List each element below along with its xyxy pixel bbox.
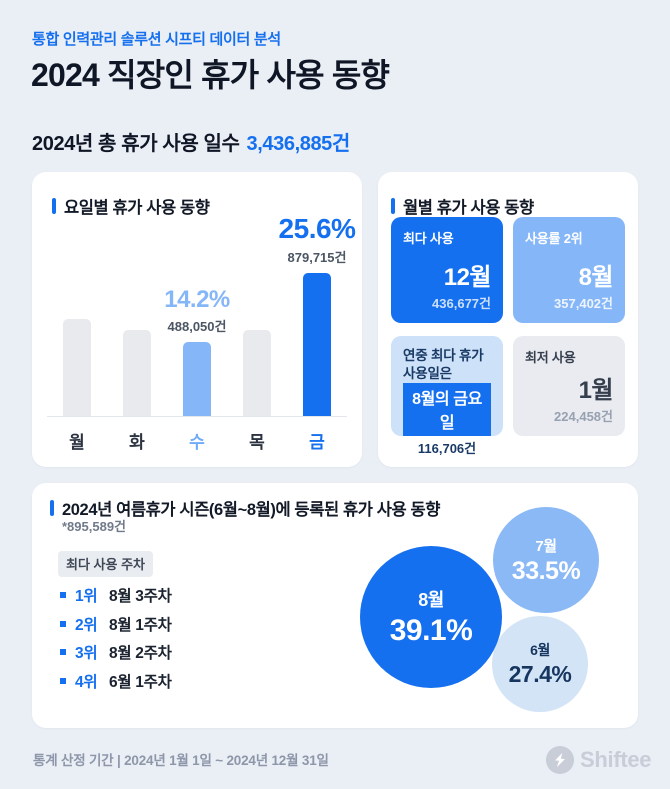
- bar-percent-label: 25.6%: [278, 213, 356, 244]
- bar-wed: [183, 342, 211, 416]
- total-usage-label: 2024년 총 휴가 사용 일수: [32, 133, 240, 155]
- header-tagline: 통합 인력관리 솔루션 시프티 데이터 분석: [32, 31, 281, 48]
- rank-label: 6월 1주차: [109, 673, 172, 691]
- rank-label: 8월 3주차: [109, 588, 172, 606]
- monthly-card-title: 월별 휴가 사용 동향: [391, 194, 534, 218]
- tile-label: 사용률 2위: [525, 231, 583, 246]
- weekday-bar-chart: 14.2% 488,050건 25.6% 879,715건 월 화 수 목 금: [47, 213, 356, 453]
- bar-axis-label-fri: 금: [309, 433, 325, 452]
- bullet-icon: [60, 677, 66, 684]
- bar-fri: [303, 273, 331, 416]
- bubble-percent: 27.4%: [508, 661, 572, 687]
- tile-label: 최다 사용: [403, 231, 454, 246]
- monthly-card-title-text: 월별 휴가 사용 동향: [403, 199, 534, 217]
- bubble-july: 7월 33.5%: [493, 507, 599, 613]
- bullet-icon: [60, 620, 66, 627]
- summer-total-note: *895,589건: [62, 519, 127, 534]
- bubble-percent: 33.5%: [511, 556, 581, 585]
- tile-label-line2: 사용일은: [403, 366, 452, 382]
- tile-count: 116,706건: [417, 441, 477, 457]
- title-accent-bar: [50, 500, 54, 516]
- bullet-icon: [60, 592, 66, 599]
- tile-label-line1: 연중 최다 휴가: [403, 348, 484, 363]
- rank-number: 1위: [75, 588, 98, 606]
- rank-label: 8월 2주차: [109, 645, 172, 663]
- monthly-tiles: 최다 사용 12월 436,677건 사용률 2위 8월 357,402건 연중…: [391, 217, 625, 456]
- tile-label: 최저 사용: [525, 350, 576, 365]
- bubble-percent: 39.1%: [389, 614, 473, 647]
- bar-thu: [243, 330, 271, 416]
- top-weeks-badge: 최다 사용 주차: [58, 551, 153, 577]
- rank-row-4: 4위 6월 1주차: [60, 667, 172, 696]
- highlighted-day: 8월의 금요일: [403, 383, 491, 437]
- tile-top-vacation-day: 연중 최다 휴가 사용일은 8월의 금요일 116,706건: [391, 336, 503, 456]
- tile-label: 연중 최다 휴가 사용일은: [403, 347, 491, 383]
- bullet-icon: [60, 649, 66, 656]
- bar-count-label: 488,050건: [167, 319, 227, 334]
- bar-axis-label-thu: 목: [249, 433, 265, 452]
- title-accent-bar: [52, 198, 56, 214]
- tile-min-usage: 최저 사용 1월 224,458건: [513, 336, 625, 436]
- lightning-bolt-icon: [546, 746, 574, 774]
- total-usage-line: 2024년 총 휴가 사용 일수 3,436,885건: [32, 127, 350, 156]
- bubble-month: 7월: [535, 537, 557, 555]
- bar-annotation-fri: 25.6% 879,715건: [279, 213, 356, 266]
- bubble-june: 6월 27.4%: [492, 616, 588, 712]
- tile-value: 8월: [578, 264, 614, 291]
- highlight-wrap: 8월의 금요일 116,706건: [403, 383, 491, 457]
- weekday-bar-columns: 14.2% 488,050건 25.6% 879,715건: [47, 213, 356, 417]
- weekday-card-title-text: 요일별 휴가 사용 동향: [64, 199, 210, 217]
- summer-season-card: 2024년 여름휴가 시즌(6월~8월)에 등록된 휴가 사용 동향 *895,…: [32, 483, 638, 728]
- summer-card-title: 2024년 여름휴가 시즌(6월~8월)에 등록된 휴가 사용 동향: [50, 496, 440, 520]
- rank-row-1: 1위 8월 3주차: [60, 581, 172, 610]
- weekday-card-title: 요일별 휴가 사용 동향: [52, 194, 210, 218]
- bubble-august: 8월 39.1%: [360, 546, 502, 688]
- tile-count: 224,458건: [554, 409, 613, 424]
- bar-axis-label-wed: 수: [189, 433, 205, 452]
- bar-column-fri: 25.6% 879,715건: [279, 213, 356, 416]
- summer-card-title-text: 2024년 여름휴가 시즌(6월~8월)에 등록된 휴가 사용 동향: [62, 501, 441, 519]
- bubble-month: 6월: [530, 642, 550, 658]
- bar-axis-label-mon: 월: [69, 433, 85, 452]
- bar-column-mon: [47, 319, 107, 416]
- title-accent-bar: [391, 198, 395, 214]
- rank-number: 2위: [75, 616, 98, 634]
- tile-count: 436,677건: [432, 296, 491, 311]
- rank-number: 4위: [75, 673, 98, 691]
- tile-value: 12월: [443, 264, 492, 291]
- bar-count-label: 879,715건: [287, 250, 347, 265]
- monthly-usage-card: 월별 휴가 사용 동향 최다 사용 12월 436,677건 사용률 2위 8월…: [378, 172, 638, 467]
- bar-percent-label: 14.2%: [164, 286, 230, 313]
- shiftee-logo: Shiftee: [546, 746, 652, 774]
- tile-value: 1월: [578, 377, 614, 404]
- rank-number: 3위: [75, 645, 98, 663]
- bubble-month: 8월: [418, 590, 444, 610]
- total-usage-value: 3,436,885건: [246, 133, 351, 155]
- tile-second-usage: 사용률 2위 8월 357,402건: [513, 217, 625, 323]
- bar-column-thu: [227, 330, 287, 416]
- tile-count: 357,402건: [554, 296, 613, 311]
- bar-column-tue: [107, 330, 167, 416]
- bar-mon: [63, 319, 91, 416]
- bar-tue: [123, 330, 151, 416]
- shiftee-wordmark: Shiftee: [580, 747, 652, 772]
- top-weeks-list: 1위 8월 3주차 2위 8월 1주차 3위 8월 2주차 4위 6월 1주차: [60, 581, 172, 695]
- rank-label: 8월 1주차: [109, 616, 172, 634]
- rank-row-2: 2위 8월 1주차: [60, 610, 172, 639]
- rank-row-3: 3위 8월 2주차: [60, 638, 172, 667]
- tile-max-usage: 최다 사용 12월 436,677건: [391, 217, 503, 323]
- stats-period: 통계 산정 기간 | 2024년 1월 1일 ~ 2024년 12월 31일: [33, 753, 329, 768]
- weekday-usage-card: 요일별 휴가 사용 동향 14.2% 488,050건 25.6% 879,715건 …: [32, 172, 362, 467]
- bar-annotation-wed: 14.2% 488,050건: [164, 286, 230, 335]
- bar-axis-label-tue: 화: [129, 433, 145, 452]
- bar-column-wed: 14.2% 488,050건: [164, 286, 230, 416]
- page-title: 2024 직장인 휴가 사용 동향: [31, 57, 390, 93]
